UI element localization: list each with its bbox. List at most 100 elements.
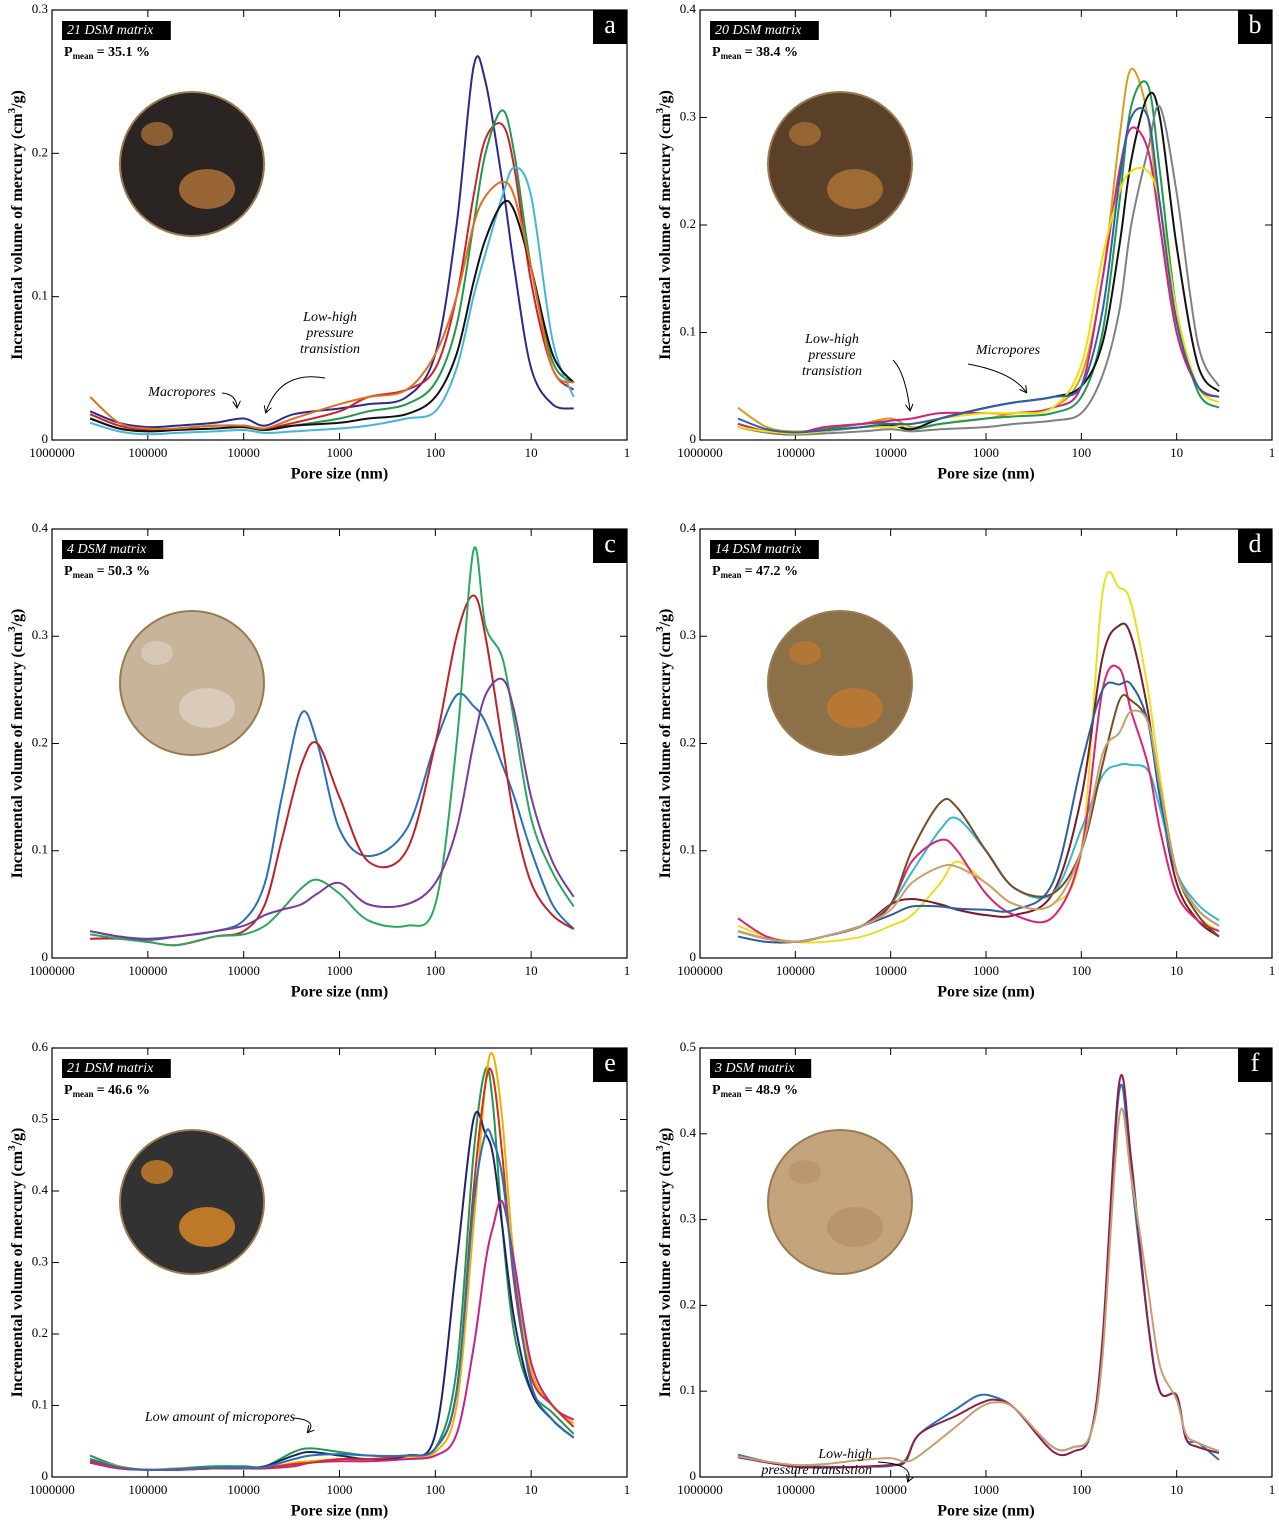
x-tick-label: 1000000 (29, 445, 75, 460)
y-label-sup: 3 (6, 1145, 18, 1151)
y-tick-label: 0.1 (32, 842, 48, 857)
photo-detail (827, 688, 883, 728)
porosity-label: Pmean = 38.4 % (712, 45, 798, 61)
y-tick-label: 0.2 (32, 1325, 48, 1340)
y-tick-label: 0.2 (32, 144, 48, 159)
x-tick-label: 1 (624, 1482, 631, 1497)
x-tick-label: 10 (525, 445, 538, 460)
porosity-label: Pmean = 48.9 % (712, 1083, 798, 1099)
photo-detail (141, 122, 173, 146)
photo-detail (789, 641, 821, 665)
y-label-end: /g) (657, 1128, 674, 1147)
porosity-value: = 50.3 % (97, 564, 150, 579)
x-tick-label: 10000 (874, 963, 907, 978)
y-tick-label: 0.3 (680, 108, 696, 123)
annotation-arrow (967, 363, 1026, 392)
y-tick-label: 0.1 (32, 1396, 48, 1411)
panel-letter-box (593, 10, 627, 44)
y-tick-label: 0.3 (680, 627, 696, 642)
photo-detail (141, 1160, 173, 1184)
x-tick-label: 100000 (776, 1482, 815, 1497)
panel-letter-box (1238, 529, 1272, 563)
porosity-label: Pmean = 50.3 % (64, 564, 150, 580)
annotation: Low-high (804, 332, 859, 347)
porosity-label: Pmean = 46.6 % (64, 1083, 150, 1099)
y-tick-label: 0.2 (32, 734, 48, 749)
porosity-label: Pmean = 35.1 % (64, 45, 150, 61)
porosity-subscript: mean (721, 1089, 742, 1099)
sample-label: 3 DSM matrix (714, 1061, 795, 1076)
annotation-arrow (892, 359, 910, 410)
sample-tag (62, 1059, 171, 1078)
x-tick-label: 100000 (128, 445, 167, 460)
annotation: transistion (300, 342, 360, 357)
x-axis-label: Pore size (nm) (937, 1503, 1034, 1520)
series-line (737, 1073, 1220, 1469)
porosity-subscript: mean (73, 570, 94, 580)
x-tick-label: 10 (1170, 445, 1183, 460)
panel-letter-box (1238, 10, 1272, 44)
plot-frame (699, 1047, 1273, 1478)
x-tick-label: 100 (426, 445, 446, 460)
sample-tag (710, 1059, 812, 1078)
y-axis-label: Incremental volume of mercury (cm3/g) (654, 609, 674, 879)
photo-detail (179, 169, 235, 209)
y-tick-label: 0.3 (32, 1253, 48, 1268)
x-tick-label: 1000 (327, 963, 353, 978)
photo-detail (789, 122, 821, 146)
y-tick-label: 0.1 (680, 323, 696, 338)
y-label-text: Incremental volume of mercury (cm (657, 631, 674, 878)
x-tick-label: 1000000 (29, 963, 75, 978)
y-tick-label: 0.3 (32, 1, 48, 16)
porosity-value: = 47.2 % (745, 564, 798, 579)
x-tick-label: 10000 (874, 445, 907, 460)
y-label-text: Incremental volume of mercury (cm (657, 113, 674, 360)
x-tick-label: 1000 (973, 445, 999, 460)
y-tick-label: 0.5 (32, 1110, 48, 1125)
x-tick-label: 1000 (327, 445, 353, 460)
y-axis-label: Incremental volume of mercury (cm3/g) (654, 90, 674, 360)
annotation: Macropores (147, 385, 216, 400)
panel-letter-box (593, 1048, 627, 1082)
y-tick-label: 0.4 (680, 520, 697, 535)
porosity-symbol: P (64, 1083, 73, 1098)
photo-detail (141, 641, 173, 665)
y-label-sup: 3 (654, 1145, 666, 1151)
sample-tag (710, 21, 819, 40)
x-tick-label: 1000000 (677, 963, 723, 978)
x-tick-label: 100000 (776, 963, 815, 978)
x-tick-label: 1000000 (677, 1482, 723, 1497)
sample-tag (62, 540, 164, 559)
y-label-text: Incremental volume of mercury (cm (9, 113, 26, 360)
series-line (737, 709, 1220, 943)
series-line (737, 104, 1220, 436)
annotation: pressure (305, 326, 353, 341)
panel-letter-box (1238, 1048, 1272, 1082)
x-tick-label: 100000 (776, 445, 815, 460)
y-label-end: /g) (657, 90, 674, 109)
photo-detail (827, 1207, 883, 1247)
sample-photo (119, 610, 265, 756)
y-tick-label: 0.6 (32, 1039, 49, 1054)
porosity-subscript: mean (721, 570, 742, 580)
annotation: pressure transistion (760, 1463, 872, 1478)
y-axis-label: Incremental volume of mercury (cm3/g) (6, 1128, 26, 1398)
series-line (89, 55, 574, 429)
x-tick-label: 100 (1072, 445, 1092, 460)
y-tick-label: 0.1 (680, 842, 696, 857)
y-tick-label: 0.1 (680, 1382, 696, 1397)
x-tick-label: 100 (426, 1482, 446, 1497)
series-line (89, 180, 575, 431)
sample-label: 20 DSM matrix (715, 23, 802, 38)
x-tick-label: 100000 (128, 963, 167, 978)
x-tick-label: 10000 (227, 963, 260, 978)
annotation: Low amount of micropores (144, 1410, 296, 1425)
x-axis-label: Pore size (nm) (291, 466, 388, 483)
x-tick-label: 1000000 (677, 445, 723, 460)
x-axis-label: Pore size (nm) (937, 984, 1034, 1001)
x-axis-label: Pore size (nm) (291, 984, 388, 1001)
sample-tag (62, 21, 171, 40)
y-tick-label: 0.2 (680, 734, 696, 749)
